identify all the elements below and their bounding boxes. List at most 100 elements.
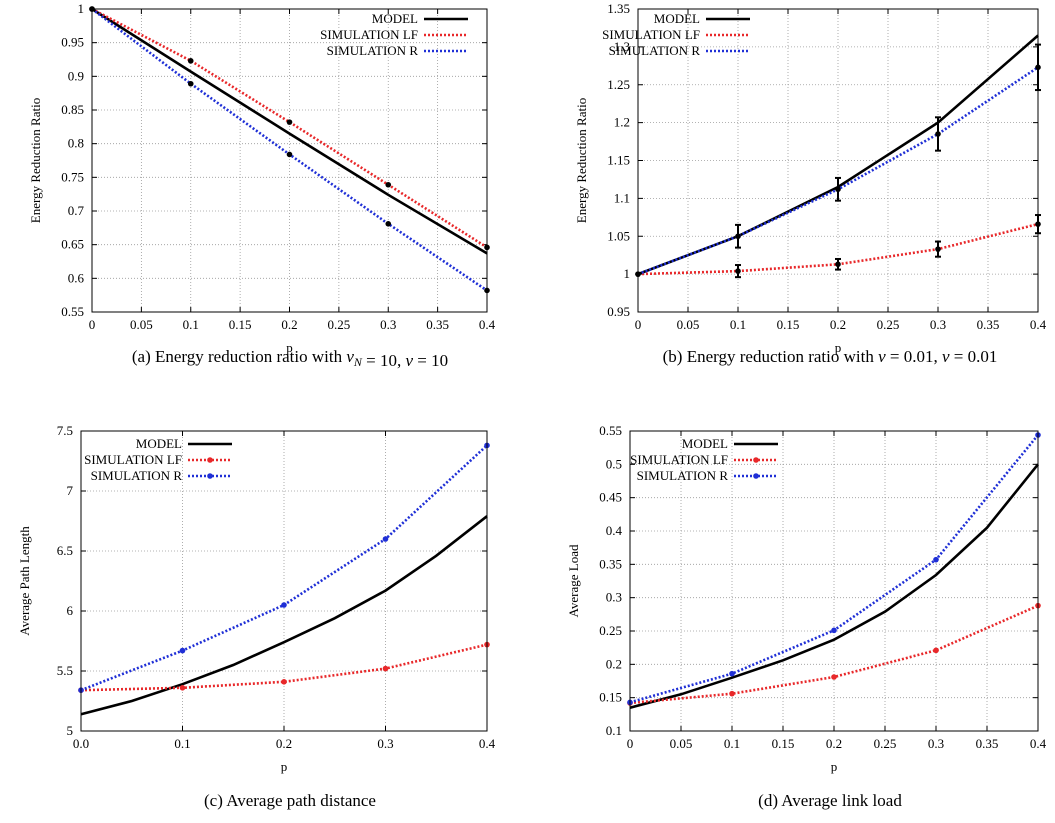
plot-frame [637,8,1039,313]
chart-panel-d: 0 0.05 0.1 0.15 0.2 0.25 0.3 0.35 0.4 0.1 0.15 0.2 0… [566,423,1047,810]
x-tick-label: 0.15 [772,736,795,751]
y-tick-label: 0.95 [61,35,84,50]
data-point [179,685,186,691]
x-tick-label: 0.3 [928,736,944,751]
y-tick-label: 0.1 [606,723,622,738]
y-tick-label: 0.25 [599,623,622,638]
legend-marker [207,473,213,479]
y-tick-label: 1.05 [607,228,630,243]
data-point [729,690,735,697]
y-tick-label: 1.35 [607,1,630,16]
y-tick-label: 1 [78,1,85,16]
x-tick-label: 0.05 [670,736,693,751]
data-point [831,627,837,634]
y-tick-label: 0.6 [68,270,85,285]
data-point [286,151,293,158]
y-tick-label: 0.35 [599,556,622,571]
x-tick-label: 0.4 [479,317,496,332]
data-point [179,647,186,654]
data-point [831,674,837,680]
data-point [187,80,194,87]
y-tick-label: 7 [67,483,74,498]
x-tick-label: 0.35 [426,317,449,332]
legend-label: SIMULATION R [91,468,183,483]
y-tick-label: 0.65 [61,237,84,252]
panel-caption: (a) Energy reduction ratio with νN = 10,… [132,347,448,370]
y-tick-label: 1 [624,266,631,281]
x-tick-label: 0.2 [830,317,846,332]
legend-label: SIMULATION LF [602,27,700,42]
x-tick-label: 0.2 [276,736,292,751]
x-tick-label: 0.05 [130,317,153,332]
x-tick-label: 0.4 [1030,317,1047,332]
plot-frame [629,430,1039,732]
chart-panel-b: 0 0.05 0.1 0.15 0.2 0.25 0.3 0.35 0.4 0.95 1 1.05 1.… [574,1,1047,366]
legend-label: MODEL [372,11,418,26]
x-tick-label: 0.35 [976,736,999,751]
data-point [385,220,392,227]
y-axis-label: Energy Reduction Ratio [574,98,589,223]
data-point [835,261,841,268]
legend-label: SIMULATION R [609,43,701,58]
legend-marker [207,457,213,463]
x-tick-label: 0 [89,317,96,332]
data-point [187,58,194,64]
x-tick-label: 0.35 [977,317,1000,332]
y-tick-label: 7.5 [57,423,73,438]
series-line-model [80,515,488,716]
x-tick-label: 0.25 [328,317,351,332]
y-tick-label: 0.8 [68,136,84,151]
y-tick-label: 1.15 [607,153,630,168]
data-point [835,186,841,193]
y-tick-label: 0.7 [68,203,85,218]
y-tick-label: 0.9 [68,68,84,83]
x-tick-label: 0.3 [930,317,946,332]
y-tick-label: 5 [67,723,74,738]
x-tick-label: 0.2 [281,317,297,332]
y-tick-label: 0.3 [606,590,622,605]
x-tick-label: 0.15 [777,317,800,332]
x-axis-label: p [281,759,288,774]
panel-caption: (c) Average path distance [204,791,376,810]
legend-label: SIMULATION LF [84,452,182,467]
y-tick-label: 1.1 [614,190,630,205]
legend-label: MODEL [682,436,728,451]
x-tick-label: 0.1 [183,317,199,332]
series-line-simulation-lf [80,643,488,692]
data-point [729,670,735,677]
panel-caption: (b) Energy reduction ratio with ν = 0.01… [663,347,998,366]
legend-label: MODEL [136,436,182,451]
plot-frame [80,430,488,732]
chart-panel-c: 0.0 0.1 0.2 0.3 0.4 5 5.5 6 6.5 7 7.5 p Average Path… [17,423,496,810]
data-point [935,246,941,252]
y-tick-label: 1.3 [614,39,630,54]
x-tick-label: 0.3 [377,736,393,751]
x-tick-label: 0.2 [826,736,842,751]
y-tick-label: 0.85 [61,102,84,117]
data-point [382,536,389,542]
data-point [385,181,392,188]
plot-frame [91,8,488,313]
series-line-model [91,7,488,255]
data-point [286,119,293,125]
y-tick-label: 0.2 [606,656,622,671]
x-tick-label: 0.4 [479,736,496,751]
data-point [933,556,939,563]
y-axis-label: Energy Reduction Ratio [28,98,43,223]
y-tick-label: 0.75 [61,169,84,184]
x-tick-label: 0.0 [73,736,89,751]
data-point [382,665,389,672]
data-point [933,647,939,654]
y-axis-label: Average Load [566,544,581,618]
y-tick-label: 5.5 [57,663,73,678]
y-tick-label: 0.15 [599,690,622,705]
x-tick-label: 0.4 [1030,736,1047,751]
data-point [935,131,941,137]
y-tick-label: 0.45 [599,490,622,505]
y-tick-label: 1.25 [607,77,630,92]
y-axis-label: Average Path Length [17,526,32,636]
y-tick-label: 0.95 [607,304,630,319]
legend-label: SIMULATION LF [320,27,418,42]
series-line-simulation-lf [91,7,488,249]
legend-label: SIMULATION LF [630,452,728,467]
